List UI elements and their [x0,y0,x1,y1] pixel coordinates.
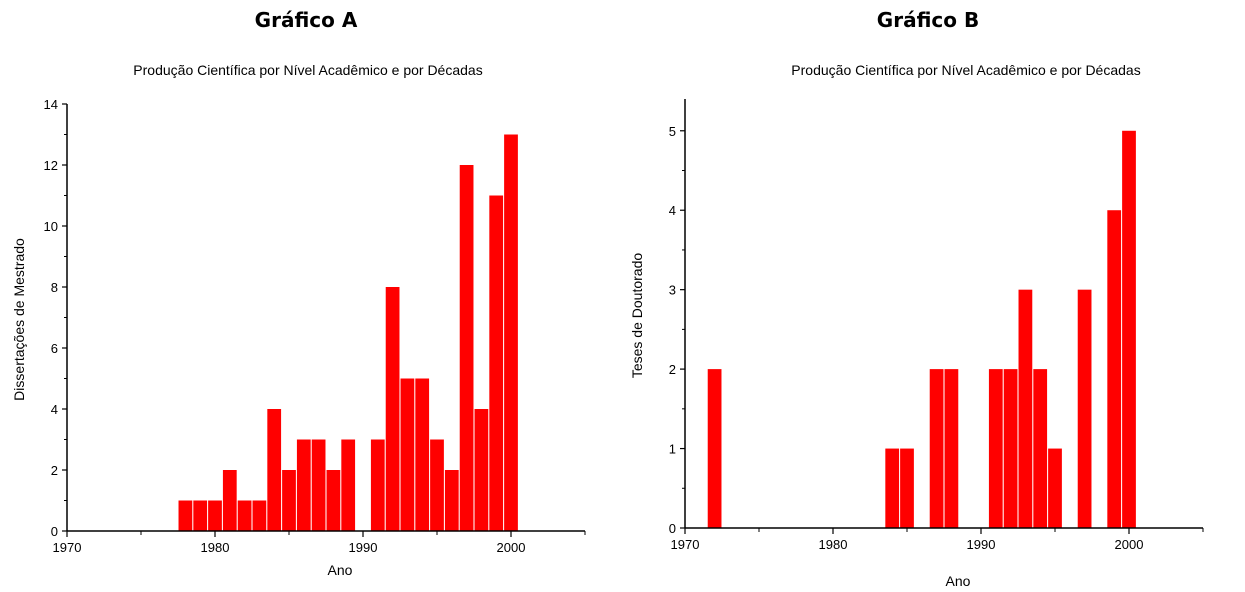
chart-a-bar [208,500,222,531]
chart-a-bar [459,165,474,531]
chart-a-title: Produção Científica por Nível Acadêmico … [133,62,482,78]
chart-a-bar [385,287,400,531]
chart-a-bar [267,409,282,531]
chart-a-y-tick-label: 12 [44,158,58,173]
chart-a-y-tick-label: 0 [51,524,58,539]
chart-a-bar [222,470,237,531]
chart-a-bar [282,470,296,531]
chart-a-bar [415,378,430,531]
panel-b-heading: Gráfico B [876,8,980,32]
chart-a-y-tick-label: 6 [51,341,58,356]
chart-a-y-axis-label: Dissertações de Mestrado [11,238,27,401]
chart-a-bar [474,409,489,531]
chart-a-bar [341,439,356,531]
chart-a-bar [178,500,193,531]
chart-a-bar [504,134,518,531]
chart-a-x-tick-label: 1990 [349,540,378,555]
chart-a-bar [444,470,459,531]
chart-a-bar [370,439,385,531]
chart-a-bar [252,500,267,531]
chart-a-bar [489,195,504,531]
chart-a-bar [296,439,311,531]
chart-a-y-tick-label: 10 [44,219,58,234]
chart-a-x-tick-label: 2000 [497,540,526,555]
chart-a-y-tick-label: 2 [51,463,58,478]
chart-a-bar [326,470,341,531]
chart-a-bar [193,500,208,531]
chart-a-bar [237,500,252,531]
panel-a-heading: Gráfico A [254,8,358,32]
chart-a-y-tick-label: 14 [44,97,58,112]
chart-a-bar [430,439,444,531]
chart-a-x-tick-label: 1970 [53,540,82,555]
chart-a-bar [311,439,326,531]
chart-a-x-axis-label: Ano [328,562,353,578]
chart-a-x-tick-label: 1980 [201,540,230,555]
chart-a-bar [400,378,415,531]
chart-a-y-tick-label: 8 [51,280,58,295]
chart-a-y-tick-label: 4 [51,402,58,417]
